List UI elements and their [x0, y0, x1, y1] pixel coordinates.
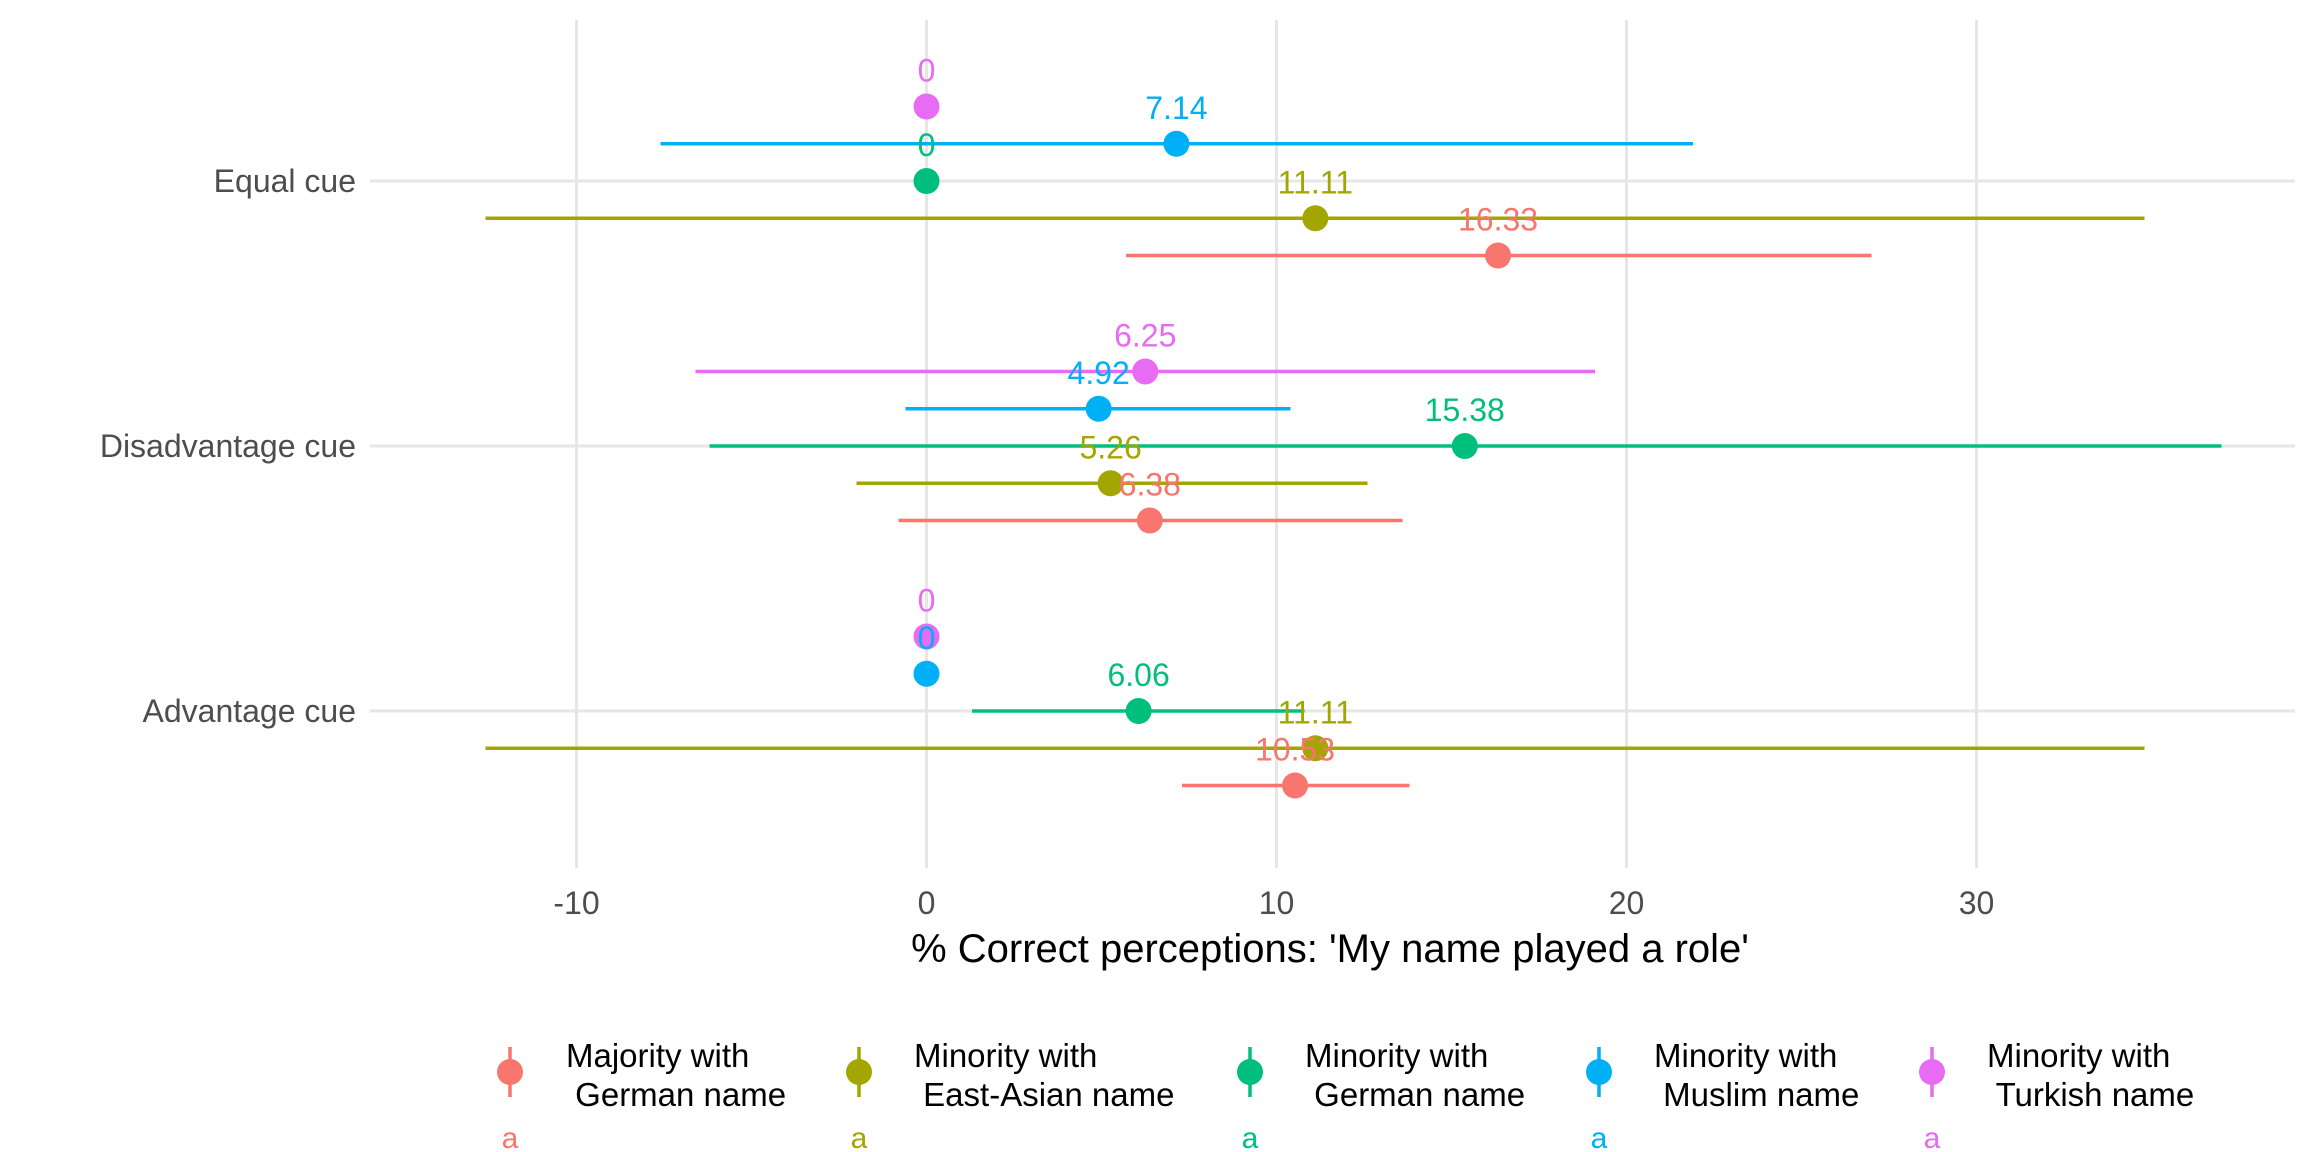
data-label-series-2-disadvantage-cue: 5.26: [1079, 429, 1141, 465]
point-series-1-equal-cue: [1485, 242, 1512, 269]
data-label-series-4-equal-cue: 7.14: [1145, 90, 1207, 126]
y-axis: Equal cue Disadvantage cue Advantage cue: [100, 163, 356, 729]
point-series-2-disadvantage-cue: [1097, 470, 1124, 497]
x-tick-label: 0: [918, 885, 936, 921]
point-series-2-advantage-cue: [1302, 735, 1329, 762]
point-series-3-disadvantage-cue: [1451, 433, 1478, 459]
legend-label-line: Muslim name: [1654, 1076, 1859, 1113]
legend-key-glyph: a: [1591, 1122, 1608, 1152]
data-label-series-1-equal-cue: 16.33: [1458, 202, 1538, 238]
data-points: [913, 93, 1512, 799]
data-label-series-3-disadvantage-cue: 15.38: [1425, 392, 1505, 428]
legend-key-glyph: a: [1242, 1122, 1259, 1152]
legend-item-1: Majority with German name a: [497, 1037, 786, 1152]
legend-key-dot: [846, 1059, 872, 1085]
data-label-series-2-equal-cue: 11.11: [1278, 164, 1353, 200]
legend-key-glyph: a: [502, 1122, 519, 1152]
legend-label-line: German name: [1305, 1076, 1525, 1113]
data-label-series-3-advantage-cue: 6.06: [1107, 657, 1169, 693]
point-series-1-advantage-cue: [1282, 772, 1309, 799]
x-axis-title: % Correct perceptions: 'My name played a…: [911, 927, 1749, 971]
data-label-series-2-advantage-cue: 11.11: [1278, 694, 1353, 730]
legend-label-line: German name: [566, 1076, 786, 1113]
legend-label-line: Minority with: [914, 1037, 1097, 1074]
x-tick-label: 10: [1259, 885, 1295, 921]
point-series-5-advantage-cue: [913, 623, 940, 650]
legend-label-line: Turkish name: [1987, 1076, 2194, 1113]
data-label-series-1-advantage-cue: 10.53: [1255, 732, 1335, 768]
point-series-4-advantage-cue: [913, 660, 940, 687]
x-tick-label: 20: [1609, 885, 1645, 921]
legend-key-glyph: a: [1924, 1122, 1941, 1152]
data-label-series-5-equal-cue: 0: [918, 53, 936, 89]
value-labels: 16.336.3810.5311.115.2611.11015.386.067.…: [918, 53, 1538, 768]
legend-key-dot: [497, 1059, 523, 1085]
error-bars: [485, 142, 2222, 788]
point-series-5-equal-cue: [913, 93, 940, 120]
legend-item-3: Minority with German name a: [1237, 1037, 1525, 1152]
legend-label-line: Majority with: [566, 1037, 749, 1074]
legend-label-line: East-Asian name: [914, 1076, 1174, 1113]
legend-key-dot: [1586, 1059, 1612, 1085]
legend-item-2: Minority with East-Asian name a: [846, 1037, 1174, 1152]
x-axis: -10 0 10 20 30: [553, 885, 1994, 921]
legend-key-dot: [1237, 1059, 1263, 1085]
point-series-3-equal-cue: [913, 168, 940, 194]
point-series-3-advantage-cue: [1125, 698, 1152, 724]
data-label-series-5-disadvantage-cue: 6.25: [1114, 318, 1176, 354]
legend-item-4: Minority with Muslim name a: [1586, 1037, 1859, 1152]
legend-label-line: Minority with: [1305, 1037, 1488, 1074]
legend-key-dot: [1919, 1059, 1945, 1085]
data-label-series-5-advantage-cue: 0: [918, 583, 936, 619]
y-tick-label-equal-cue: Equal cue: [214, 163, 356, 199]
y-tick-label-advantage-cue: Advantage cue: [143, 693, 357, 729]
legend-label-line: Minority with: [1654, 1037, 1837, 1074]
y-tick-label-disadvantage-cue: Disadvantage cue: [100, 428, 356, 464]
data-label-series-4-disadvantage-cue: 4.92: [1068, 355, 1130, 391]
legend-item-5: Minority with Turkish name a: [1919, 1037, 2194, 1152]
x-tick-label: 30: [1959, 885, 1995, 921]
data-label-series-4-advantage-cue: 0: [918, 620, 936, 656]
legend-key-glyph: a: [851, 1122, 868, 1152]
point-series-4-equal-cue: [1163, 130, 1190, 157]
x-tick-label: -10: [553, 885, 599, 921]
data-label-series-1-disadvantage-cue: 6.38: [1119, 467, 1181, 503]
data-label-series-3-equal-cue: 0: [918, 127, 936, 163]
point-series-2-equal-cue: [1302, 205, 1329, 232]
point-series-4-disadvantage-cue: [1085, 395, 1112, 422]
legend-label-line: Minority with: [1987, 1037, 2170, 1074]
point-series-1-disadvantage-cue: [1136, 507, 1163, 534]
point-series-5-disadvantage-cue: [1132, 358, 1159, 385]
